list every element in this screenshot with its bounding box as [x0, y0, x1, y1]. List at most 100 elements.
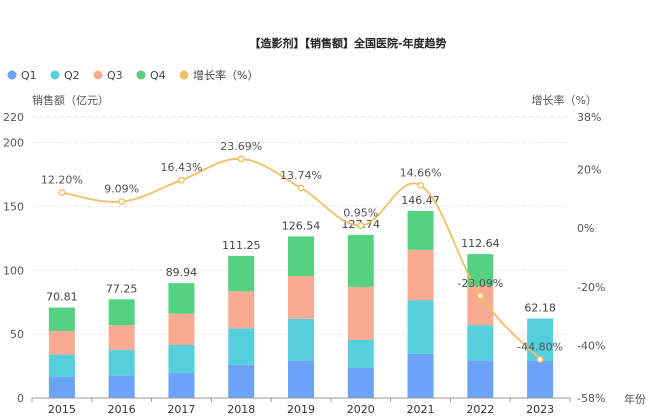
legend-swatch-q2 [50, 70, 60, 80]
growth-rate-label: 13.74% [280, 169, 322, 182]
bar-total-labels: 70.8177.2589.94111.25126.54127.74146.471… [46, 194, 556, 315]
legend-label-q3: Q3 [107, 69, 123, 82]
bar-2021-q2 [407, 300, 434, 354]
bar-2019-q1 [288, 360, 314, 398]
bar-total-label: 89.94 [166, 266, 198, 279]
bar-2019-q3 [288, 276, 314, 319]
legend-label-growth-rate: 增长率（%） [193, 68, 258, 82]
x-tick-label: 2020 [347, 403, 375, 416]
legend-label-q2: Q2 [64, 69, 80, 82]
x-tick-label: 2022 [466, 403, 494, 416]
bar-2017-q2 [168, 344, 195, 374]
bar-series [48, 210, 554, 398]
bar-2016-q3 [108, 325, 135, 351]
x-tick-label: 2023 [526, 403, 554, 416]
x-axis-title: 年份 [624, 392, 646, 406]
bar-2019-q2 [288, 318, 314, 361]
bar-2021-q4 [407, 210, 434, 250]
growth-rate-point [177, 176, 185, 184]
growth-rate-point [58, 189, 66, 197]
growth-rate-label: -44.80% [517, 340, 563, 353]
x-tick-label: 2017 [167, 403, 195, 416]
bar-2015-q1 [48, 376, 75, 398]
legend-swatch-q4 [136, 70, 146, 80]
growth-rate-point [417, 181, 425, 189]
bar-2018-q1 [228, 364, 255, 398]
right-tick-label: 38% [577, 111, 601, 124]
bar-2023-q2 [527, 318, 554, 361]
bar-total-label: 111.25 [222, 239, 261, 252]
bar-2020-q2 [347, 339, 374, 368]
growth-rate-point [357, 221, 365, 229]
bar-2017-q4 [168, 283, 195, 314]
bar-2018-q4 [228, 255, 255, 292]
x-tick-label: 2016 [108, 403, 136, 416]
legend-label-q4: Q4 [150, 69, 166, 82]
left-axis-ticks: 0 50 100 150 200 220 [3, 111, 24, 405]
legend-swatch-growth-rate [179, 70, 189, 80]
growth-rate-label: 12.20% [41, 174, 83, 187]
bar-2019-q4 [288, 236, 314, 277]
growth-rate-point [536, 355, 544, 363]
growth-rate-label: 23.69% [220, 140, 262, 153]
growth-rate-point [237, 155, 245, 163]
left-tick-label: 100 [3, 264, 24, 277]
x-tick-label: 2015 [48, 403, 76, 416]
bar-2016-q4 [108, 299, 135, 326]
left-axis-title: 销售额（亿元） [32, 93, 109, 107]
right-tick-label: 0% [577, 222, 594, 235]
left-tick-label: 50 [10, 328, 24, 341]
bar-total-label: 62.18 [524, 302, 556, 315]
bar-2017-q1 [168, 373, 195, 398]
bar-2023-q1 [527, 360, 554, 398]
left-tick-label: 0 [17, 392, 24, 405]
bar-2016-q1 [108, 375, 135, 398]
bar-total-label: 146.47 [401, 194, 440, 207]
bar-2020-q3 [347, 286, 374, 340]
bar-2022-q1 [467, 360, 494, 398]
left-tick-label: 150 [3, 200, 24, 213]
bar-2015-q2 [48, 354, 75, 377]
growth-rate-line [61, 157, 541, 360]
bar-total-label: 77.25 [106, 282, 138, 295]
growth-rate-label: -23.09% [457, 277, 503, 290]
growth-rate-label: 16.43% [160, 161, 202, 174]
x-axis: 2015 2016 2017 2018 2019 2020 2021 2022 2023 [31, 397, 571, 416]
x-tick-label: 2021 [407, 403, 435, 416]
bar-2022-q3 [467, 286, 494, 326]
bar-2020-q4 [347, 234, 374, 287]
bar-2021-q3 [407, 249, 434, 301]
growth-rate-point [297, 184, 305, 192]
right-tick-label: -58% [577, 392, 605, 405]
chart-title: 【造影剂】【销售额】全国医院-年度趋势 [249, 36, 446, 50]
legend-swatch-q1 [7, 70, 17, 80]
growth-rate-point [476, 292, 484, 300]
growth-rate-label: 14.66% [400, 166, 442, 179]
bar-2015-q3 [48, 330, 75, 355]
bar-2018-q3 [228, 291, 255, 329]
left-tick-label: 220 [3, 111, 24, 124]
bar-total-label: 70.81 [46, 291, 78, 304]
left-tick-label: 200 [3, 137, 24, 150]
legend-swatch-q3 [93, 70, 103, 80]
bar-2015-q4 [48, 307, 75, 331]
right-axis-title: 增长率（%） [532, 93, 597, 107]
growth-rate-point [118, 198, 126, 206]
legend-label-q1: Q1 [21, 69, 37, 82]
legend[interactable]: Q1 Q2 Q3 Q4 增长率（%） [7, 68, 259, 82]
bar-2017-q3 [168, 313, 195, 345]
right-tick-label: 20% [577, 164, 601, 177]
bar-2016-q2 [108, 350, 135, 376]
bar-total-label: 112.64 [461, 237, 500, 250]
right-tick-label: -40% [577, 339, 605, 352]
bar-2021-q1 [407, 353, 434, 398]
bar-2020-q1 [347, 367, 374, 398]
right-tick-label: -20% [577, 281, 605, 294]
right-axis-ticks: -58% -40% -20% 0% 20% 38% [577, 111, 605, 405]
growth-rate-series: 12.20% 9.09% 16.43% 23.69% 13.74% 0.95% 14.66%… [41, 140, 563, 363]
growth-rate-label: 0.95% [343, 206, 378, 219]
bar-2018-q2 [228, 328, 255, 365]
bar-total-label: 126.54 [282, 219, 321, 232]
x-tick-label: 2019 [287, 403, 315, 416]
